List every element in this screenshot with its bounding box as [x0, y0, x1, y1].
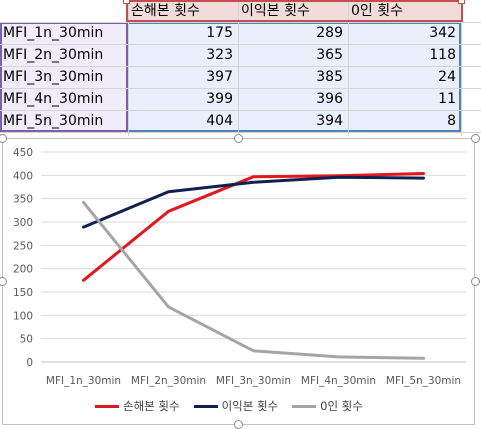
range-resize-handle[interactable]: [123, 0, 130, 4]
row-label-cell[interactable]: MFI_3n_30min: [3, 69, 104, 85]
value-cell[interactable]: 385: [316, 69, 343, 85]
chart-plot-svg: 0 50 100 150 200 250 300 350 400 450 MFI_1n_30min M…: [13, 147, 466, 387]
value-cell[interactable]: 11: [438, 91, 456, 107]
value-cell[interactable]: 365: [316, 47, 343, 63]
header-cell-zero-count[interactable]: 0인 횟수: [351, 3, 403, 19]
value-cell[interactable]: 394: [316, 113, 343, 129]
row-label-cell[interactable]: MFI_1n_30min: [3, 25, 104, 41]
y-tick-label: 350: [13, 194, 33, 206]
y-tick-label: 400: [13, 170, 33, 182]
value-cell[interactable]: 342: [429, 25, 456, 41]
header-range-highlight: [126, 0, 463, 22]
series-line: [82, 172, 425, 282]
legend-swatch: [95, 404, 119, 408]
value-cell[interactable]: 323: [206, 47, 233, 63]
legend-label: 이익본 횟수: [221, 399, 279, 413]
x-tick-label: MFI_3n_30min: [216, 375, 291, 387]
values-range-highlight: [128, 22, 461, 132]
y-tick-label: 150: [13, 287, 33, 299]
value-cell[interactable]: 397: [206, 69, 233, 85]
header-row-fill: [128, 0, 461, 22]
value-cell[interactable]: 175: [206, 25, 233, 41]
legend-label: 손해본 횟수: [123, 399, 180, 413]
value-cell[interactable]: 289: [316, 25, 343, 41]
legend-item[interactable]: 0인 횟수: [292, 398, 363, 414]
row-label-cell[interactable]: MFI_4n_30min: [3, 91, 104, 107]
value-cell[interactable]: 399: [206, 91, 233, 107]
y-tick-label: 300: [13, 217, 33, 229]
row-label-cell[interactable]: MFI_5n_30min: [3, 113, 104, 129]
legend-label: 0인 횟수: [320, 399, 363, 413]
value-cell[interactable]: 396: [316, 91, 343, 107]
chart-legend[interactable]: 손해본 횟수 이익본 횟수 0인 횟수: [95, 398, 377, 414]
value-cell[interactable]: 8: [447, 113, 456, 129]
legend-swatch: [292, 404, 317, 408]
x-tick-label: MFI_2n_30min: [131, 375, 206, 387]
y-tick-label: 450: [13, 147, 33, 159]
y-tick-label: 250: [13, 240, 33, 252]
series-line: [82, 200, 425, 360]
range-resize-handle[interactable]: [458, 0, 465, 4]
y-tick-label: 50: [20, 334, 33, 346]
row-label-cell[interactable]: MFI_2n_30min: [3, 47, 104, 63]
chart-resize-handle[interactable]: [471, 134, 480, 143]
spreadsheet-grid[interactable]: 손해본 횟수 이익본 횟수 0인 횟수 MFI_1n_30min 175 289…: [0, 0, 481, 136]
y-tick-label: 100: [13, 310, 33, 322]
value-cell[interactable]: 404: [206, 113, 233, 129]
legend-swatch: [193, 404, 218, 408]
line-chart[interactable]: 0 50 100 150 200 250 300 350 400 450 MFI_1n_30min M…: [2, 138, 475, 425]
chart-resize-handle[interactable]: [234, 134, 243, 143]
chart-resize-handle[interactable]: [0, 277, 7, 286]
y-tick-label: 200: [13, 264, 33, 276]
header-cell-loss-count[interactable]: 손해본 횟수: [131, 3, 200, 19]
chart-resize-handle[interactable]: [0, 134, 7, 143]
legend-item[interactable]: 손해본 횟수: [95, 398, 180, 414]
series-name-range-highlight: [0, 22, 128, 132]
x-tick-label: MFI_4n_30min: [301, 375, 376, 387]
value-cell[interactable]: 118: [429, 47, 456, 63]
header-cell-profit-count[interactable]: 이익본 횟수: [241, 3, 310, 19]
value-cell[interactable]: 24: [438, 69, 456, 85]
series-line: [82, 175, 425, 229]
chart-resize-handle[interactable]: [471, 277, 480, 286]
x-tick-label: MFI_1n_30min: [46, 375, 121, 387]
x-tick-label: MFI_5n_30min: [386, 375, 461, 387]
legend-item[interactable]: 이익본 횟수: [193, 398, 279, 414]
y-tick-label: 0: [26, 357, 33, 369]
